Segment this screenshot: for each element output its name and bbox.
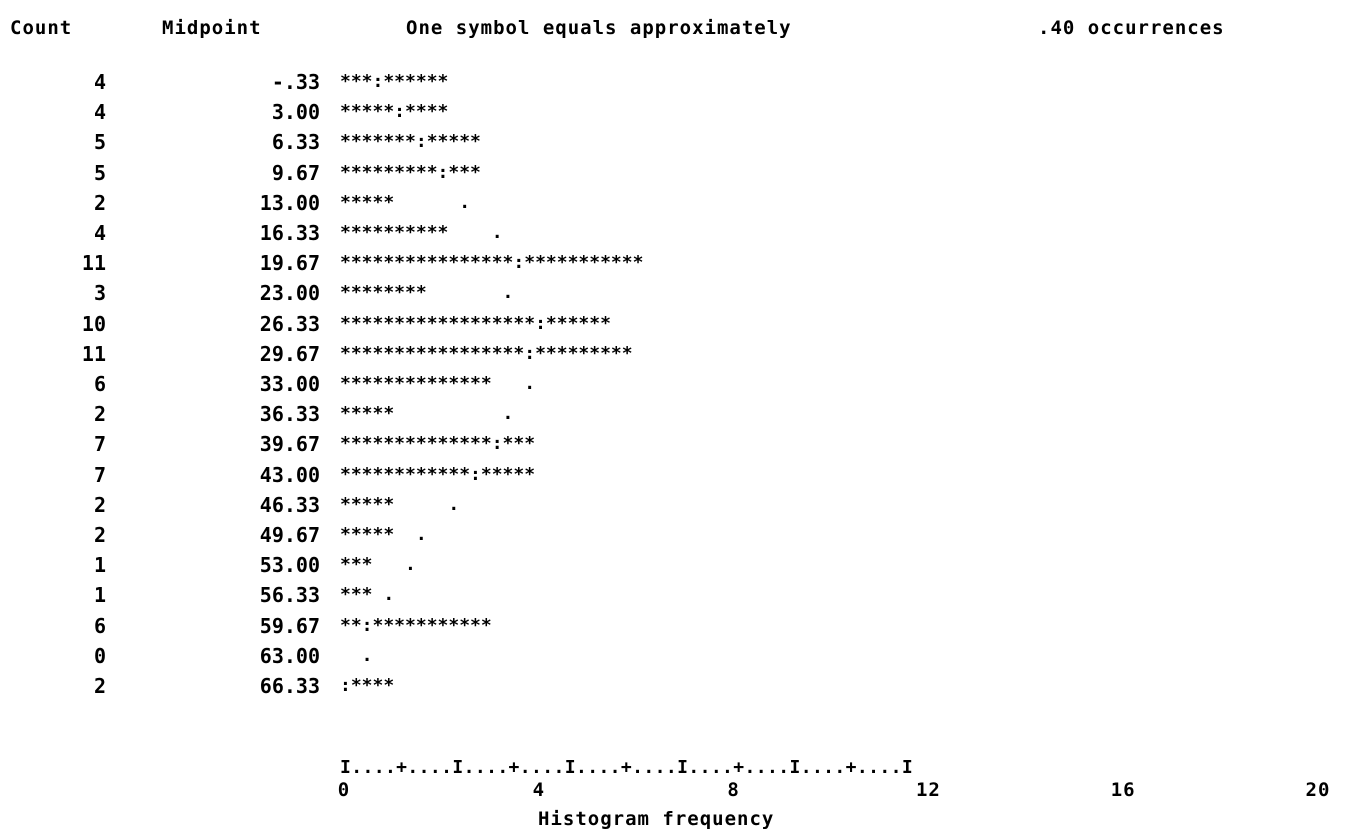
midpoint-value: 3.00 <box>271 100 320 125</box>
midpoint-value: 29.67 <box>259 341 320 366</box>
count-value: 4 <box>93 221 106 245</box>
midpoint-value: 53.00 <box>259 553 320 578</box>
scale-note: One symbol equals approximately <box>406 17 792 39</box>
histogram-bar: . <box>340 644 373 666</box>
count-value: 6 <box>93 372 106 396</box>
histogram-bar: *****************:********* <box>340 342 633 364</box>
count-value: 5 <box>93 130 106 155</box>
scale-value: .40 occurrences <box>1038 17 1225 39</box>
midpoint-value: 36.33 <box>259 402 320 427</box>
count-value: 1 <box>93 553 106 578</box>
count-value: 7 <box>93 432 106 457</box>
midpoint-value: 43.00 <box>259 462 320 487</box>
histogram-bar: *** . <box>340 554 416 576</box>
midpoint-value: 59.67 <box>259 613 320 638</box>
midpoint-value: 49.67 <box>259 523 320 547</box>
count-value: 11 <box>81 251 106 276</box>
count-value: 2 <box>93 523 106 547</box>
midpoint-value: 16.33 <box>259 221 320 245</box>
midpoint-header: Midpoint <box>162 17 262 39</box>
histogram-bar: ******** . <box>340 282 514 304</box>
count-value: 0 <box>93 643 106 668</box>
count-header: Count <box>10 17 73 39</box>
count-value: 10 <box>81 311 106 336</box>
x-tick-label: 8 <box>727 779 740 801</box>
histogram-bar: ***** . <box>340 403 514 425</box>
count-value: 2 <box>93 492 106 517</box>
midpoint-value: 39.67 <box>259 432 320 457</box>
x-tick-label: 12 <box>915 779 941 801</box>
midpoint-value: 66.33 <box>259 674 320 698</box>
x-axis-line: I....+....I....+....I....+....I....+....… <box>340 757 914 778</box>
midpoint-value: 63.00 <box>259 643 320 668</box>
histogram-bar: *********:*** <box>340 161 481 183</box>
histogram-bar: **************:*** <box>340 433 536 455</box>
histogram-bar: *****:**** <box>340 101 449 123</box>
count-value: 2 <box>93 674 106 698</box>
midpoint-value: 13.00 <box>259 190 320 215</box>
histogram-bar: ***** . <box>340 191 471 213</box>
count-value: 4 <box>93 70 106 94</box>
histogram-bar: *** . <box>340 584 395 606</box>
midpoint-value: 9.67 <box>271 160 320 185</box>
x-tick-label: 0 <box>337 779 351 801</box>
histogram-bar: ****************:*********** <box>340 252 644 274</box>
midpoint-value: 56.33 <box>259 583 320 608</box>
midpoint-value: -.33 <box>271 70 320 94</box>
midpoint-value: 19.67 <box>259 251 320 276</box>
histogram-bar: ************:***** <box>340 463 536 485</box>
count-value: 5 <box>93 160 106 185</box>
x-axis-label: Histogram frequency <box>538 808 775 830</box>
midpoint-value: 26.33 <box>259 311 320 336</box>
histogram-bar: ******************:****** <box>340 312 611 334</box>
histogram-bar: ***** . <box>340 493 460 515</box>
x-tick-label: 4 <box>532 779 546 801</box>
histogram-bar: ***:****** <box>340 71 449 92</box>
count-value: 2 <box>93 402 106 427</box>
count-value: 4 <box>93 100 106 125</box>
count-value: 1 <box>93 583 106 608</box>
count-value: 2 <box>93 190 106 215</box>
midpoint-value: 23.00 <box>259 281 320 306</box>
x-tick-label: 20 <box>1305 779 1331 801</box>
count-value: 7 <box>93 462 106 487</box>
histogram-bar: ***** . <box>340 524 427 545</box>
histogram-bar: ********** . <box>340 222 503 243</box>
x-tick-label: 16 <box>1110 779 1136 801</box>
histogram-bar: ************** . <box>340 373 536 394</box>
midpoint-value: 6.33 <box>271 130 320 155</box>
histogram-bar: *******:***** <box>340 131 481 153</box>
count-value: 11 <box>81 341 106 366</box>
count-value: 6 <box>93 613 106 638</box>
midpoint-value: 46.33 <box>259 492 320 517</box>
histogram-bar: :**** <box>340 675 395 696</box>
histogram-bar: **:*********** <box>340 614 492 636</box>
count-value: 3 <box>93 281 106 306</box>
midpoint-value: 33.00 <box>259 372 320 396</box>
